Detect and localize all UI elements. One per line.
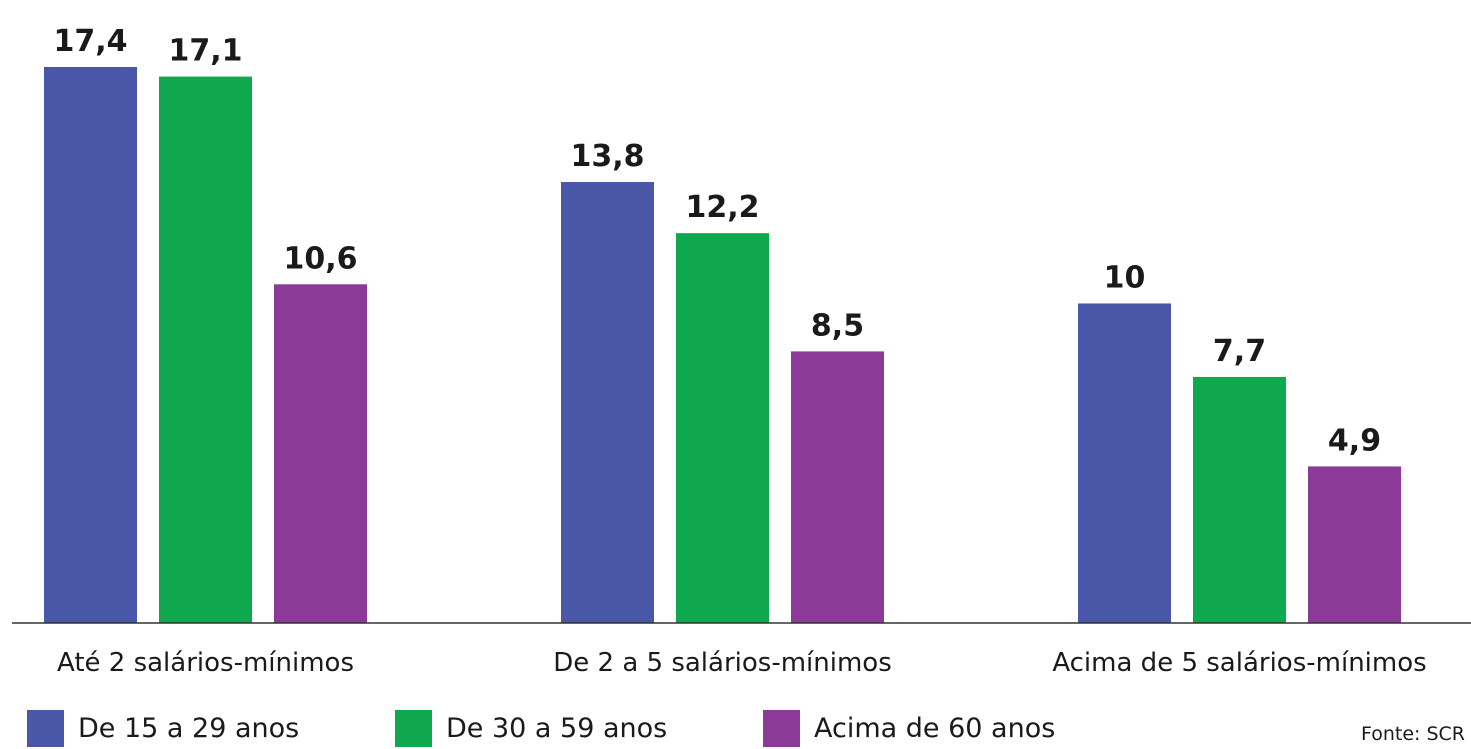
legend-swatch-series-2: [395, 710, 432, 747]
category-label-2: De 2 a 5 salários-mínimos: [553, 648, 892, 678]
legend-item-series-3: Acima de 60 anos: [763, 709, 1055, 748]
value-label-series-2-category-3: 7,7: [1213, 334, 1266, 369]
legend-swatch-series-3: [763, 710, 800, 747]
bar-series-2-category-1: [159, 76, 252, 624]
value-labels-group: 17,4 13,8 10 17,1 12,2 7,7 10,6 8,5 4,9: [53, 24, 1381, 458]
source-note: Fonte: SCR: [1360, 723, 1465, 745]
bar-series-3-category-2: [791, 351, 884, 623]
value-label-series-2-category-2: 12,2: [685, 190, 759, 225]
category-labels-group: Até 2 salários-mínimos De 2 a 5 salários-…: [57, 648, 1427, 678]
bar-series-2-category-2: [676, 233, 769, 623]
bar-series-3-category-3: [1308, 466, 1401, 623]
legend-item-series-2: De 30 a 59 anos: [395, 709, 667, 748]
legend-label-series-2: De 30 a 59 anos: [446, 713, 668, 744]
bar-series-1-category-2: [561, 182, 654, 623]
bar-series-1-category-3: [1078, 303, 1171, 623]
value-label-series-3-category-3: 4,9: [1328, 423, 1381, 458]
value-label-series-3-category-2: 8,5: [811, 308, 864, 343]
value-label-series-1-category-3: 10: [1104, 260, 1146, 295]
bar-series-1-category-1: [44, 67, 137, 623]
legend-item-series-1: De 15 a 29 anos: [27, 709, 299, 748]
value-label-series-1-category-1: 17,4: [53, 24, 127, 59]
bar-series-2-category-3: [1193, 376, 1286, 623]
legend-label-series-1: De 15 a 29 anos: [78, 713, 300, 744]
value-label-series-2-category-1: 17,1: [168, 34, 242, 69]
bars-group: [44, 67, 1401, 624]
bar-series-3-category-1: [274, 284, 367, 623]
legend-swatch-series-1: [27, 710, 64, 747]
value-label-series-1-category-2: 13,8: [570, 139, 644, 174]
value-label-series-3-category-1: 10,6: [283, 241, 357, 276]
legend: De 15 a 29 anos De 30 a 59 anos Acima de…: [0, 709, 1471, 749]
category-label-1: Até 2 salários-mínimos: [57, 648, 354, 678]
legend-label-series-3: Acima de 60 anos: [814, 713, 1056, 744]
category-label-3: Acima de 5 salários-mínimos: [1052, 648, 1426, 678]
